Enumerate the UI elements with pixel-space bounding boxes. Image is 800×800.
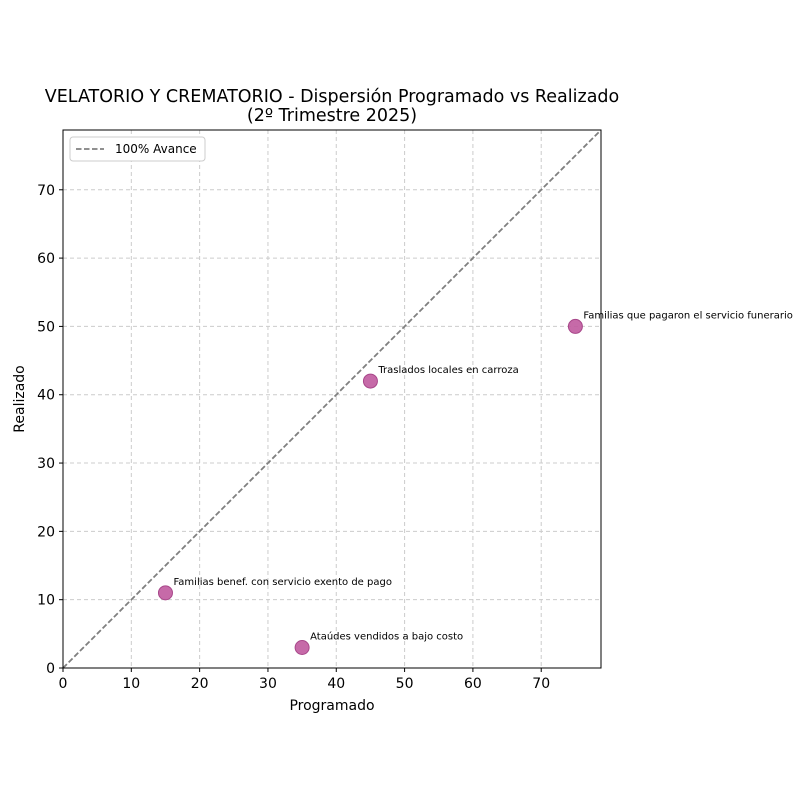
x-tick-label: 30: [259, 676, 277, 692]
legend-label: 100% Avance: [115, 142, 197, 156]
x-tick-label: 60: [464, 676, 482, 692]
x-tick-label: 50: [396, 676, 414, 692]
reference-line: [62, 129, 602, 669]
point-label: Traslados locales en carroza: [377, 365, 518, 376]
legend: 100% Avance: [69, 136, 206, 162]
chart-subtitle: (2º Trimestre 2025): [247, 106, 417, 126]
y-axis-label: Realizado: [12, 365, 28, 432]
y-tick-label: 50: [37, 319, 55, 335]
y-tick-label: 10: [37, 593, 55, 609]
x-tick-label: 40: [327, 676, 345, 692]
data-point: [362, 373, 378, 389]
x-axis-label: Programado: [289, 698, 374, 714]
y-tick-label: 70: [37, 183, 55, 199]
points: Familias benef. con servicio exento de p…: [157, 310, 793, 656]
ticks: 0 10 20 30 40 50 60 70 0 10 20 30 40 50 60 70: [37, 183, 550, 692]
y-tick-label: 40: [37, 388, 55, 404]
data-point: [294, 640, 310, 656]
point-label: Familias que pagaron el servicio funerar…: [583, 310, 793, 321]
x-tick-label: 10: [122, 676, 140, 692]
y-tick-label: 30: [37, 456, 55, 472]
reference-line-100: [62, 129, 602, 669]
data-point: [157, 585, 173, 601]
legend-box: [69, 136, 206, 162]
y-tick-label: 0: [46, 661, 55, 677]
x-tick-label: 20: [191, 676, 209, 692]
point-label: Familias benef. con servicio exento de p…: [173, 577, 392, 588]
plot-frame: [62, 129, 602, 669]
chart-title: VELATORIO Y CREMATORIO - Dispersión Prog…: [45, 87, 619, 107]
data-point: [567, 318, 583, 334]
y-tick-label: 20: [37, 524, 55, 540]
x-tick-label: 0: [59, 676, 68, 692]
y-tick-label: 60: [37, 251, 55, 267]
point-label: Ataúdes vendidos a bajo costo: [310, 631, 463, 643]
x-tick-label: 70: [532, 676, 550, 692]
